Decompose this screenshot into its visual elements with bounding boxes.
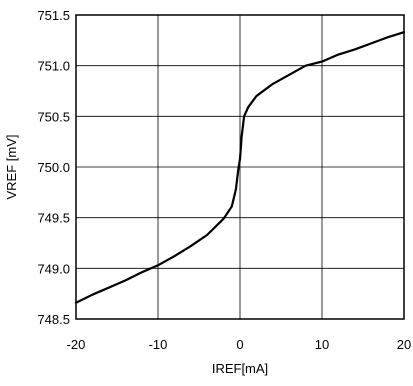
x-tick-label: -10: [149, 337, 168, 352]
y-tick-label: 751.0: [37, 59, 70, 74]
y-tick-label: 749.0: [37, 261, 70, 276]
x-axis-ticks: -20 -10 0 10 20: [67, 337, 412, 352]
y-tick-label: 748.5: [37, 312, 70, 327]
y-tick-label: 750.0: [37, 160, 70, 175]
y-tick-label: 749.5: [37, 211, 70, 226]
y-tick-label: 750.5: [37, 109, 70, 124]
y-axis-label: VREF [mV]: [4, 134, 19, 199]
x-axis-label: IREF[mA]: [212, 361, 268, 376]
y-tick-label: 751.5: [37, 8, 70, 23]
x-tick-label: -20: [67, 337, 86, 352]
plot-frame: [75, 14, 405, 320]
x-tick-label: 10: [315, 337, 329, 352]
series-line-group: [74, 31, 406, 304]
grid: [76, 15, 404, 319]
plot-border: [75, 14, 405, 320]
x-tick-label: 0: [236, 337, 243, 352]
x-tick-label: 20: [397, 337, 411, 352]
y-axis-ticks: 748.5 749.0 749.5 750.0 750.5 751.0 751.5: [37, 8, 70, 327]
series-line: [74, 31, 406, 304]
